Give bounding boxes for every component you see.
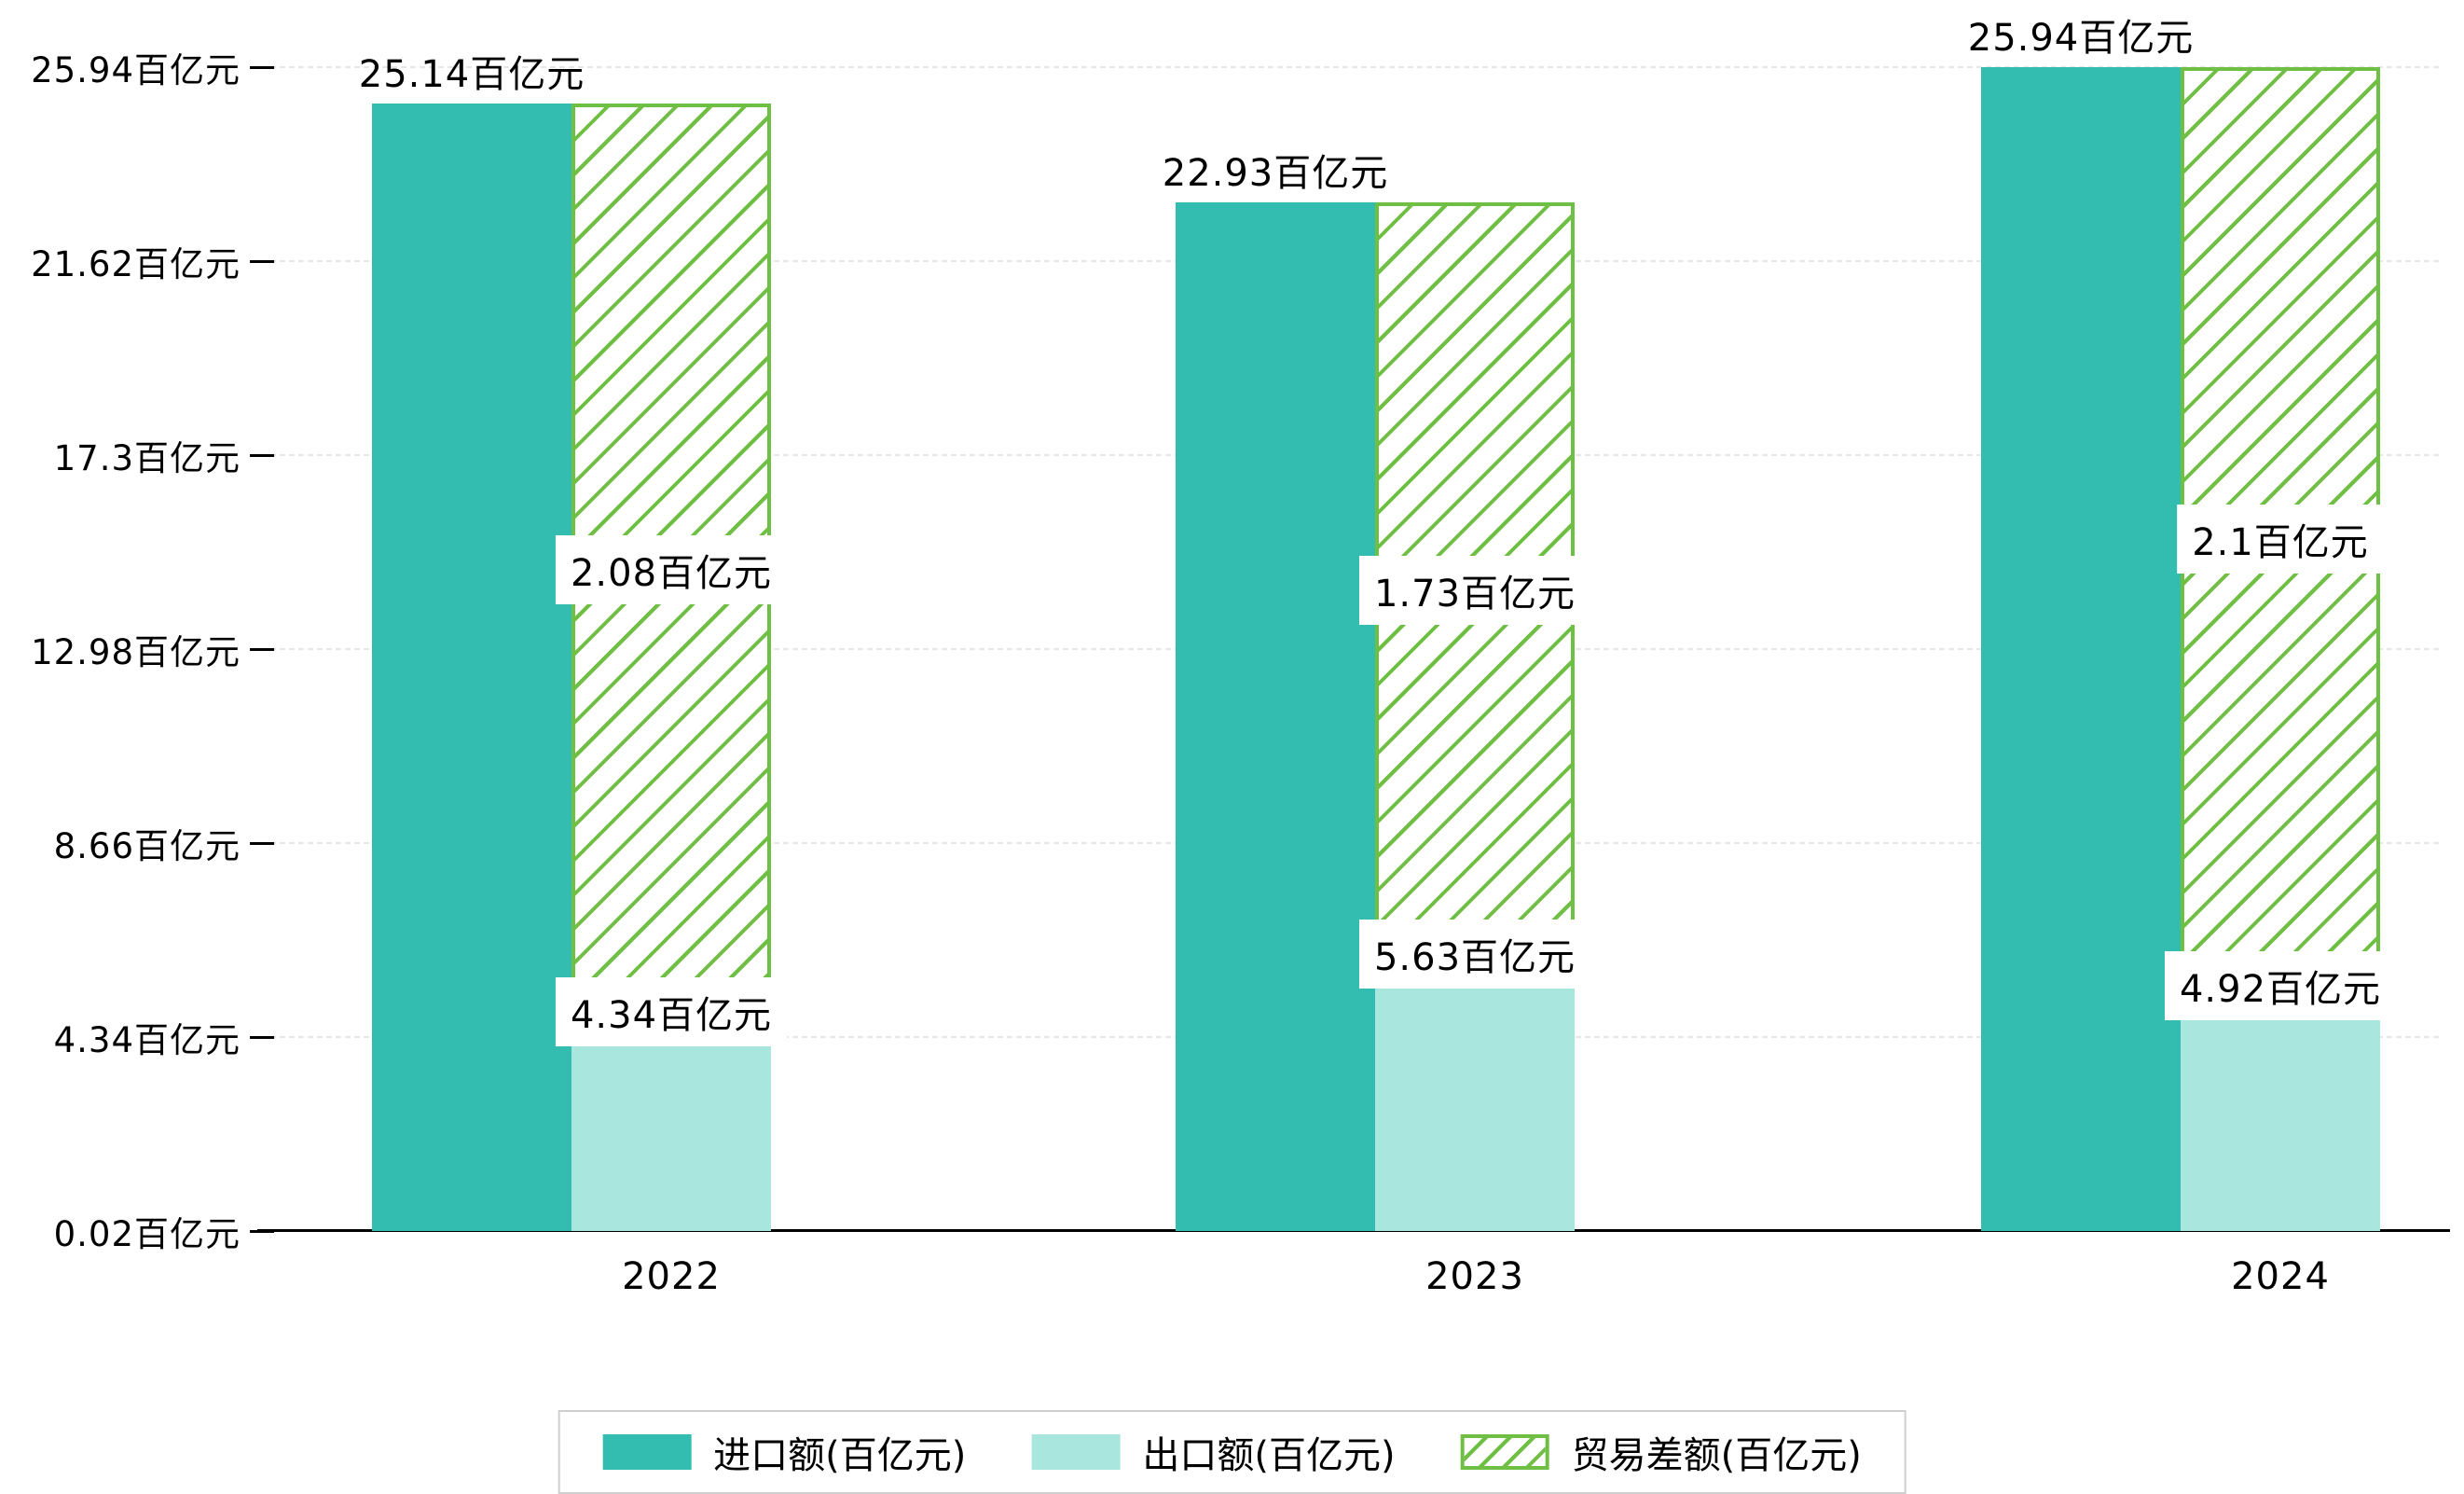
y-tick-mark (250, 841, 274, 845)
bar-export (2181, 1011, 2380, 1231)
export-value-label: 4.92百亿元 (2164, 951, 2397, 1021)
trade-diff-swatch-icon (1460, 1434, 1549, 1470)
import-value-label: 22.93百亿元 (1162, 151, 1389, 195)
y-tick-label: 8.66百亿元 (53, 826, 241, 866)
y-tick-label: 25.94百亿元 (31, 50, 241, 90)
y-tick-mark (250, 259, 274, 263)
trade-diff-value-label: 1.73百亿元 (1358, 556, 1591, 626)
legend-item-import: 进口额(百亿元) (602, 1425, 966, 1479)
trade-diff-value-label: 2.08百亿元 (555, 535, 788, 605)
bar-import (1981, 67, 2181, 1231)
y-tick-mark (250, 453, 274, 457)
legend-item-export: 出口额(百亿元) (1031, 1425, 1396, 1479)
bar-export (1375, 978, 1575, 1231)
y-tick-label: 0.02百亿元 (53, 1214, 241, 1254)
import-value-label: 25.14百亿元 (358, 52, 585, 96)
export-value-label: 5.63百亿元 (1358, 919, 1591, 989)
legend-label-import: 进口额(百亿元) (713, 1434, 967, 1477)
x-tick-label: 2023 (1425, 1255, 1524, 1298)
y-tick-label: 21.62百亿元 (31, 244, 241, 284)
export-value-label: 4.34百亿元 (555, 977, 788, 1046)
y-tick-mark (250, 647, 274, 651)
legend-label-trade-diff: 贸易差额(百亿元) (1571, 1434, 1862, 1477)
x-tick-label: 2024 (2231, 1255, 2330, 1298)
bar-import (1176, 201, 1375, 1231)
import-swatch-icon (602, 1434, 692, 1470)
grid-line (261, 66, 2439, 68)
bar-export (571, 1037, 771, 1231)
y-tick-label: 17.3百亿元 (53, 438, 241, 478)
y-tick-mark (250, 65, 274, 69)
trade-diff-value-label: 2.1百亿元 (2177, 505, 2384, 574)
bar-import (372, 103, 571, 1231)
y-tick-mark (250, 1035, 274, 1039)
export-swatch-icon (1031, 1434, 1121, 1470)
legend: 进口额(百亿元) 出口额(百亿元) 贸易差额(百亿元) (557, 1410, 1907, 1494)
y-tick-label: 4.34百亿元 (53, 1020, 241, 1060)
legend-label-export: 出口额(百亿元) (1142, 1434, 1396, 1477)
legend-item-trade-diff: 贸易差额(百亿元) (1460, 1425, 1862, 1479)
import-value-label: 25.94百亿元 (1967, 17, 2195, 60)
x-tick-label: 2022 (622, 1255, 721, 1298)
y-tick-label: 12.98百亿元 (31, 632, 241, 672)
